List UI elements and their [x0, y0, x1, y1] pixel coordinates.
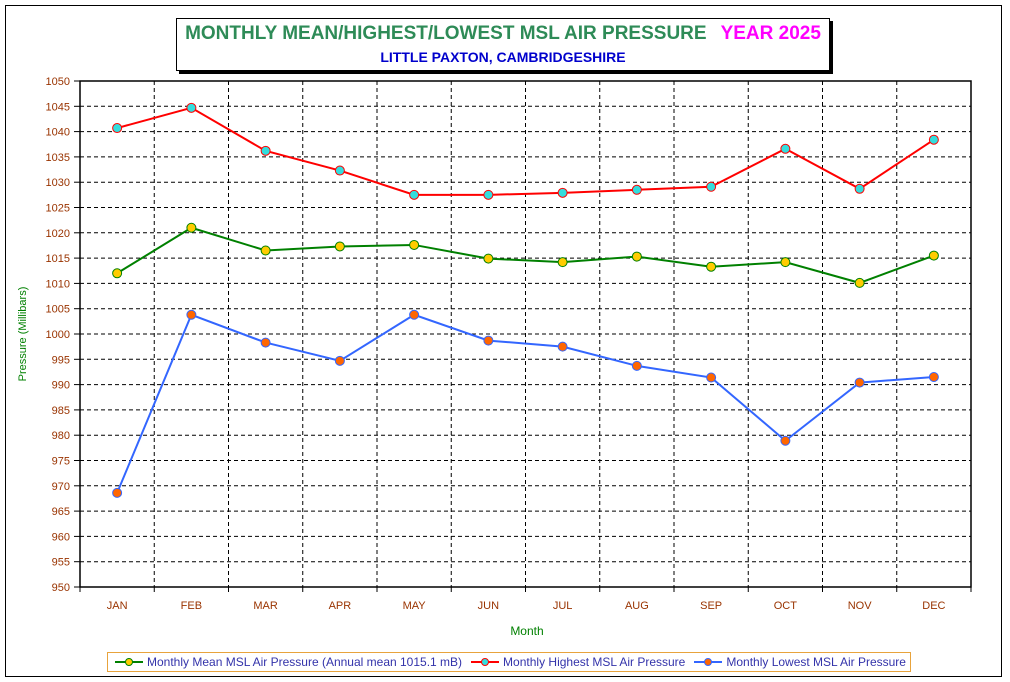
y-tick-label: 975: [52, 456, 70, 468]
data-point: [631, 360, 642, 371]
y-tick-label: 960: [52, 531, 70, 543]
data-point: [780, 143, 791, 154]
plot-area-border: [79, 80, 972, 588]
y-tick-label: 1050: [46, 76, 70, 88]
chart-title: MONTHLY MEAN/HIGHEST/LOWEST MSL AIR PRES…: [185, 23, 707, 44]
x-tick-label: OCT: [774, 600, 798, 612]
x-tick-label: JUN: [478, 600, 499, 612]
x-tick-label: NOV: [848, 600, 873, 612]
legend-label: Monthly Mean MSL Air Pressure (Annual me…: [147, 655, 463, 669]
series-line-0: [116, 226, 935, 284]
series-line-2: [116, 313, 934, 494]
legend-marker-icon: [471, 658, 500, 666]
x-tick-label: SEP: [700, 600, 722, 612]
legend-item: Monthly Mean MSL Air Pressure (Annual me…: [114, 655, 462, 669]
data-point: [483, 335, 494, 346]
chart-subtitle: LITTLE PAXTON, CAMBRIDGESHIRE: [380, 49, 626, 65]
data-point: [854, 277, 865, 288]
title-box: MONTHLY MEAN/HIGHEST/LOWEST MSL AIR PRES…: [176, 18, 830, 71]
data-point: [112, 123, 123, 134]
data-point: [780, 435, 791, 446]
data-point: [186, 102, 197, 113]
data-point: [557, 187, 568, 198]
y-tick-label: 950: [52, 582, 70, 594]
chart-title-year: YEAR 2025: [720, 23, 821, 44]
data-point: [409, 189, 420, 200]
y-tick-label: 1035: [46, 152, 70, 164]
y-tick-label: 1025: [46, 203, 70, 215]
data-point: [557, 257, 568, 268]
y-tick-label: 965: [52, 506, 70, 518]
data-point: [706, 181, 717, 192]
series-line-1: [116, 106, 935, 196]
y-tick-label: 1020: [46, 228, 70, 240]
y-tick-label: 985: [52, 405, 70, 417]
legend-label: Monthly Lowest MSL Air Pressure: [726, 655, 906, 669]
data-point: [186, 309, 197, 320]
data-point: [631, 251, 642, 262]
y-tick-label: 990: [52, 380, 70, 392]
y-tick-label: 980: [52, 430, 70, 442]
data-point: [854, 377, 865, 388]
data-point: [112, 268, 123, 279]
data-point: [631, 184, 642, 195]
y-axis-title: Pressure (Millibars): [17, 287, 29, 382]
legend-item: Monthly Highest MSL Air Pressure: [470, 655, 685, 669]
legend-marker-icon: [694, 658, 723, 666]
y-tick-label: 1000: [46, 329, 70, 341]
x-tick-label: MAY: [403, 600, 427, 612]
data-point: [260, 245, 271, 256]
x-tick-label: DEC: [922, 600, 945, 612]
y-tick-label: 970: [52, 481, 70, 493]
y-tick-label: 1015: [46, 253, 70, 265]
data-point: [483, 189, 494, 200]
x-tick-label: JAN: [107, 600, 128, 612]
grid-layer: [80, 81, 971, 587]
data-point: [112, 487, 123, 498]
x-axis-title: Month: [510, 624, 543, 638]
x-tick-label: FEB: [181, 600, 202, 612]
legend: Monthly Mean MSL Air Pressure (Annual me…: [107, 652, 911, 672]
axis-layer: 950 955 960 965 970 975 980 985 990 995 1000 1005 10…: [46, 76, 972, 612]
data-point: [928, 250, 939, 261]
data-point: [854, 183, 865, 194]
data-point: [483, 253, 494, 264]
y-tick-label: 1040: [46, 127, 70, 139]
legend-item: Monthly Lowest MSL Air Pressure: [693, 655, 906, 669]
data-point: [706, 372, 717, 383]
legend-label: Monthly Highest MSL Air Pressure: [503, 655, 686, 669]
chart-title-line: MONTHLY MEAN/HIGHEST/LOWEST MSL AIR PRES…: [177, 23, 829, 45]
data-point: [928, 372, 939, 383]
data-point: [706, 261, 717, 272]
data-point: [557, 341, 568, 352]
x-tick-label: MAR: [253, 600, 278, 612]
y-tick-label: 995: [52, 354, 70, 366]
series-layer: [112, 102, 939, 498]
data-point: [186, 222, 197, 233]
y-tick-label: 1005: [46, 304, 70, 316]
data-point: [334, 165, 345, 176]
data-point: [409, 309, 420, 320]
data-point: [260, 337, 271, 348]
data-point: [334, 241, 345, 252]
data-point: [780, 257, 791, 268]
x-tick-label: JUL: [553, 600, 573, 612]
y-tick-label: 955: [52, 557, 70, 569]
x-tick-label: AUG: [625, 600, 649, 612]
data-point: [260, 145, 271, 156]
y-tick-label: 1010: [46, 278, 70, 290]
y-tick-label: 1030: [46, 177, 70, 189]
y-tick-label: 1045: [46, 101, 70, 113]
data-point: [409, 239, 420, 250]
x-tick-label: APR: [329, 600, 352, 612]
data-point: [928, 134, 939, 145]
data-point: [334, 355, 345, 366]
legend-marker-icon: [115, 658, 143, 666]
